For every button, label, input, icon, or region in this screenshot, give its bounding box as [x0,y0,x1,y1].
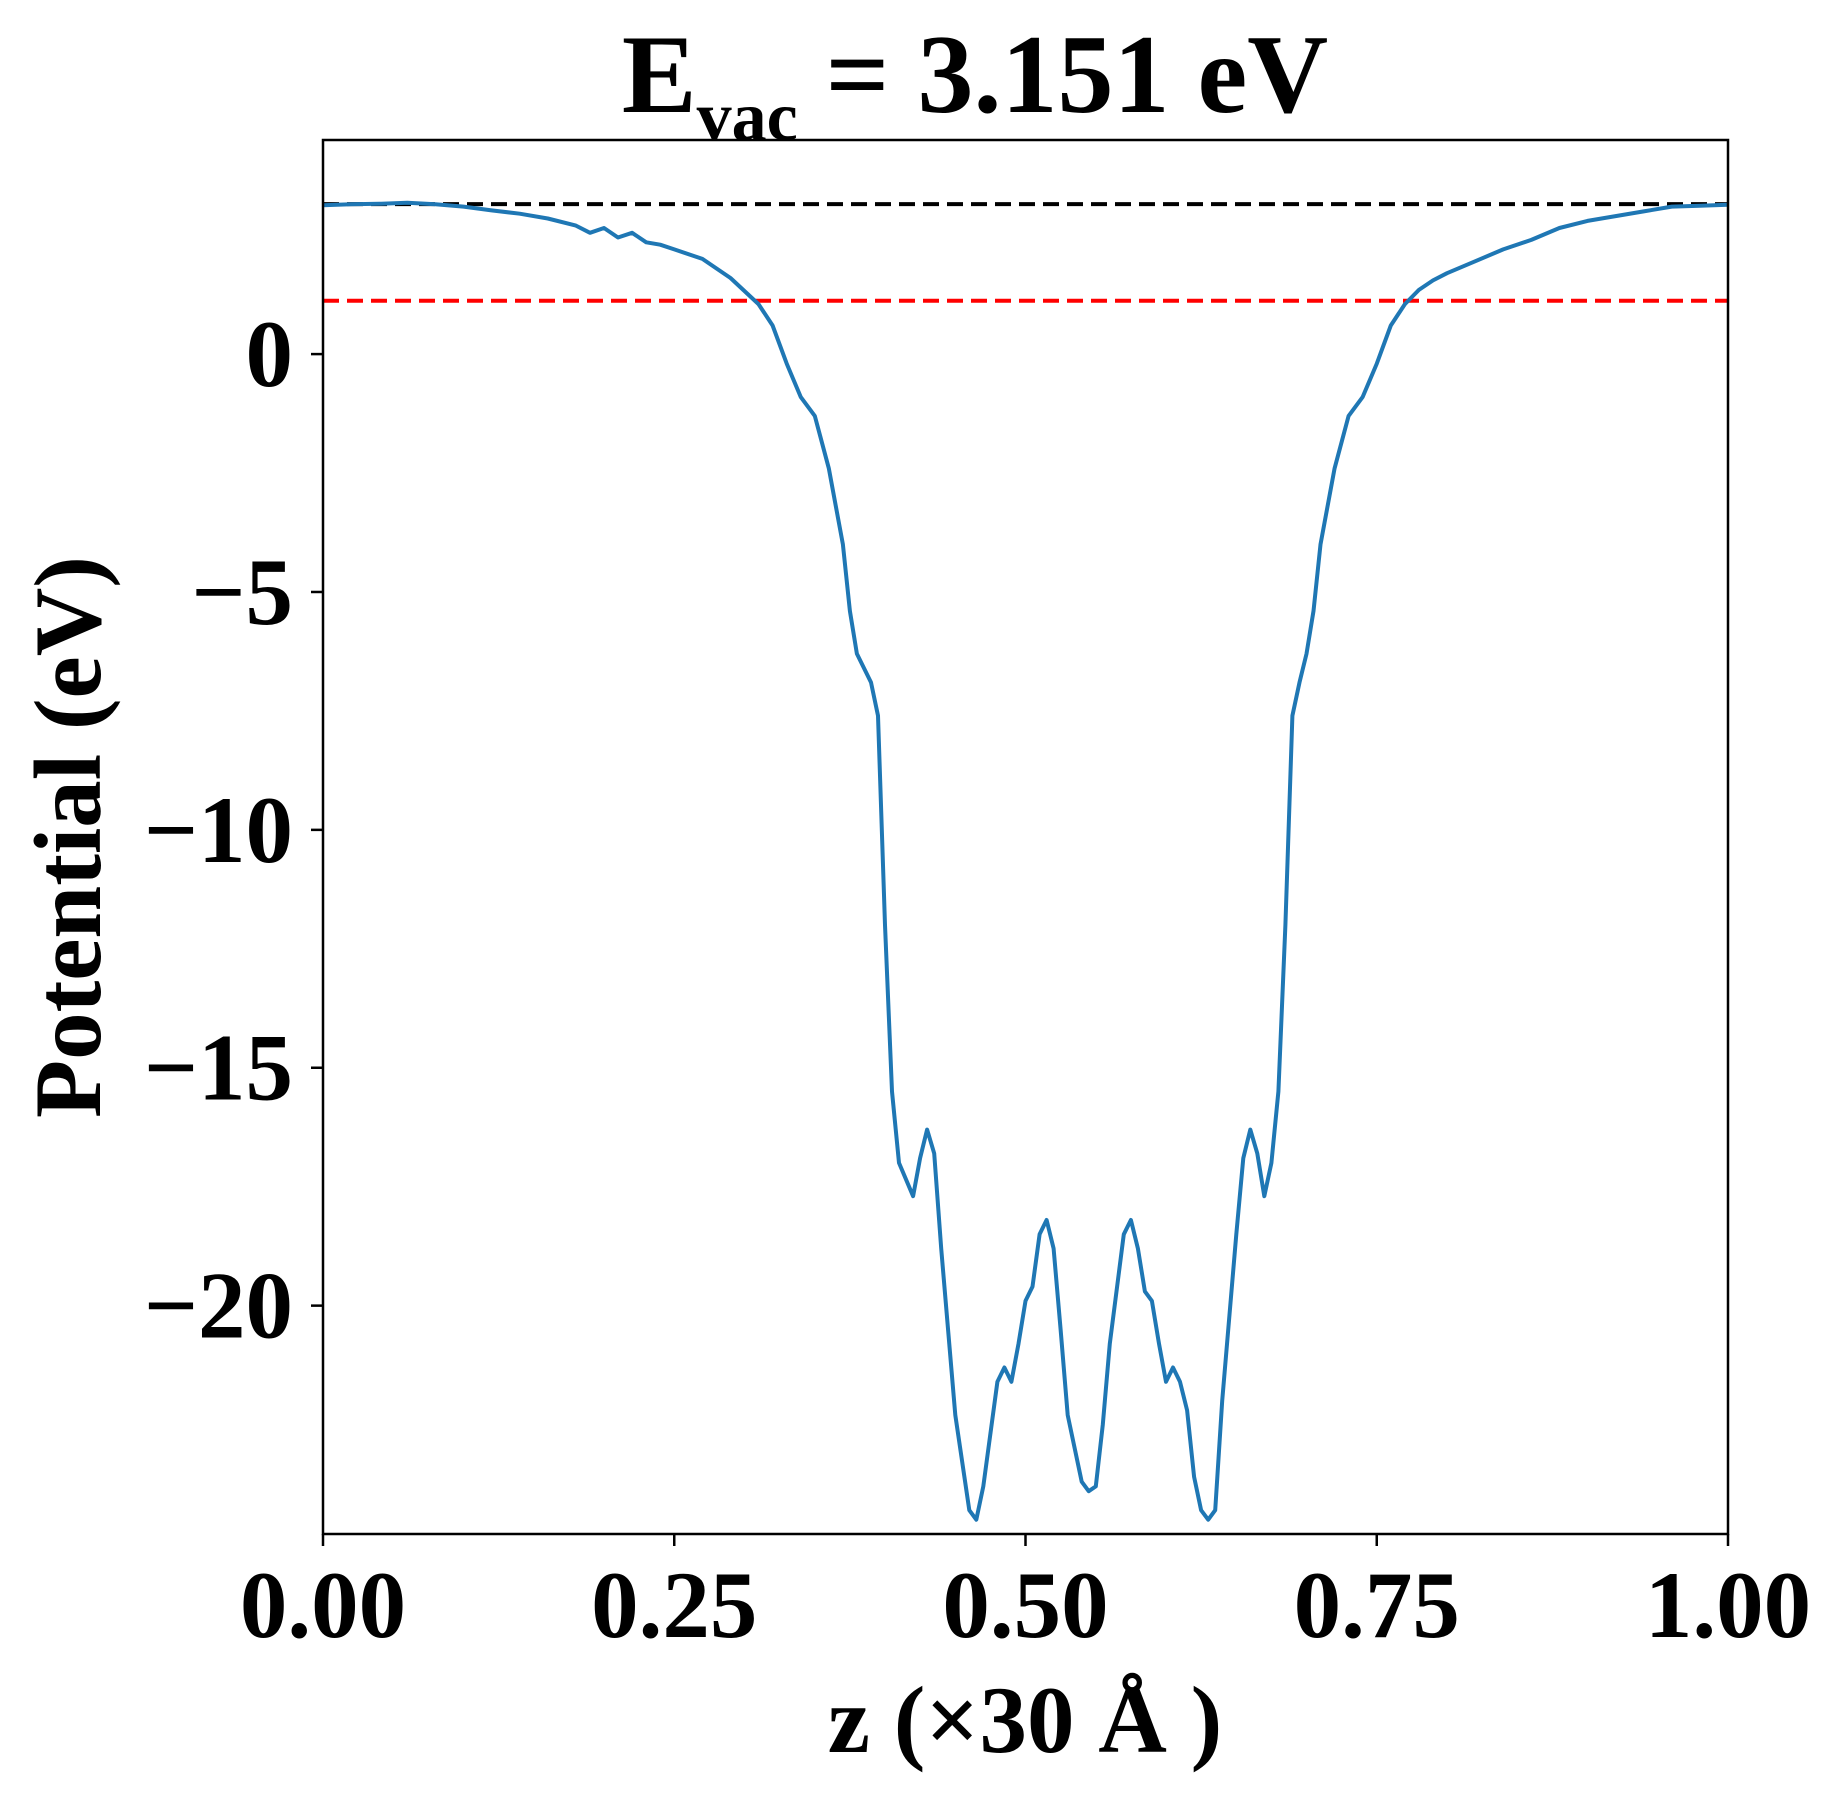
title-main: E [622,13,697,137]
x-tick-label: 0.00 [240,1552,406,1658]
data-series [322,200,1729,1522]
y-axis-ticks: 0 −5 −10 −15 −20 [144,301,323,1359]
x-tick-label: 1.00 [1645,1552,1811,1658]
chart-title: Evac = 3.151 eV [622,13,1328,156]
y-tick-label: −10 [144,777,293,883]
x-tick-label: 0.25 [591,1552,757,1658]
y-tick-label: −15 [144,1015,293,1121]
y-axis-label: Potential (eV) [15,556,121,1118]
title-rest: = 3.151 eV [798,13,1328,137]
series-line-0 [322,200,1729,1522]
x-axis-label: z (×30 Å ) [828,1667,1222,1773]
x-axis-ticks: 0.00 0.25 0.50 0.75 1.00 [240,1534,1811,1658]
x-tick-label: 0.50 [942,1552,1108,1658]
y-tick-label: −5 [191,539,293,645]
reference-lines [323,202,1728,303]
y-tick-label: −20 [144,1253,293,1359]
x-tick-label: 0.75 [1294,1552,1460,1658]
y-tick-label: 0 [246,301,294,407]
title-subscript: vac [697,79,798,156]
